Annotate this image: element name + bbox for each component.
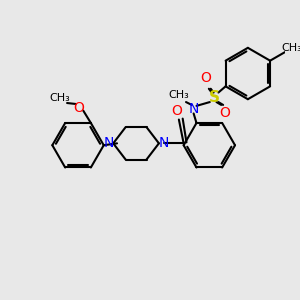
- Text: O: O: [201, 71, 212, 85]
- Text: O: O: [73, 101, 84, 115]
- Text: CH₃: CH₃: [281, 43, 300, 53]
- Text: N: N: [188, 102, 199, 116]
- Text: O: O: [220, 106, 230, 121]
- Text: CH₃: CH₃: [168, 90, 189, 100]
- Text: S: S: [209, 90, 220, 105]
- Text: CH₃: CH₃: [49, 93, 70, 103]
- Text: O: O: [172, 104, 182, 118]
- Text: N: N: [158, 136, 169, 150]
- Text: N: N: [103, 136, 114, 150]
